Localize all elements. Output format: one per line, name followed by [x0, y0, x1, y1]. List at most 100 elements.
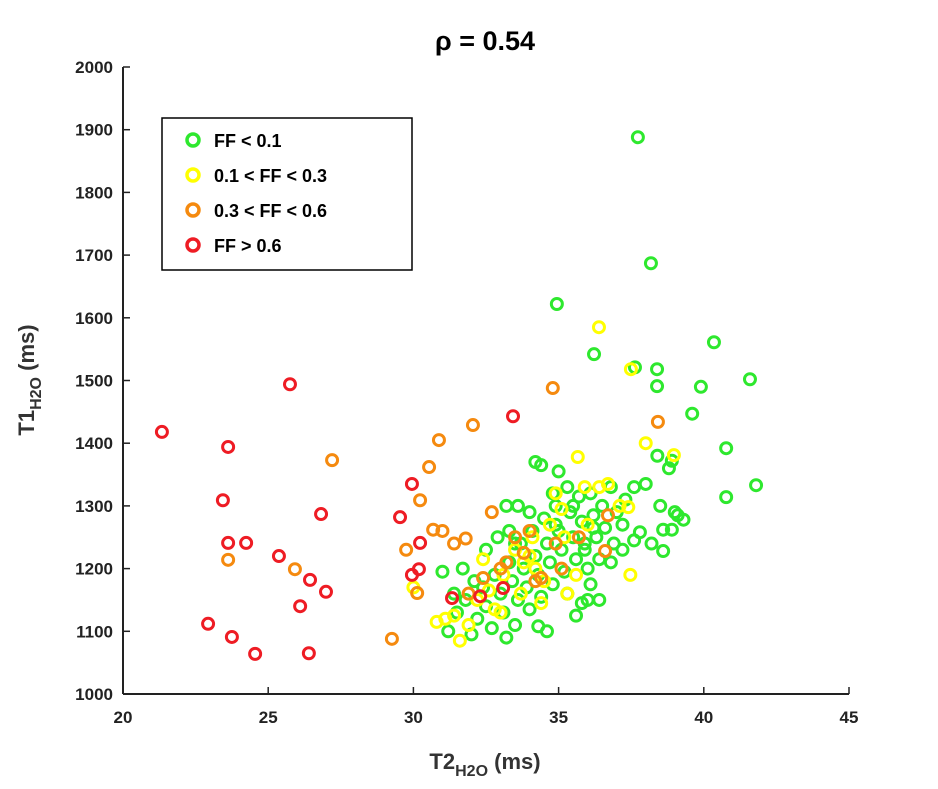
data-point: [399, 542, 414, 557]
y-tick-label: 2000: [75, 58, 113, 77]
data-point: [545, 381, 560, 396]
data-point: [623, 567, 638, 582]
legend-label: 0.3 < FF < 0.6: [214, 201, 327, 221]
data-point: [449, 605, 464, 620]
data-point: [393, 510, 408, 525]
y-ticks: 1000 1100 1200 1300 1400 1500 1600 1700 1800 1900…: [75, 58, 130, 704]
data-point: [404, 476, 419, 491]
data-point: [537, 574, 552, 589]
data-point: [499, 630, 514, 645]
data-point: [282, 377, 297, 392]
data-point: [201, 616, 216, 631]
data-point: [516, 545, 531, 560]
data-point: [664, 522, 679, 537]
data-point: [508, 536, 523, 551]
y-axis-label-unit: (ms): [14, 324, 39, 377]
data-point: [650, 448, 665, 463]
data-point: [303, 572, 318, 587]
data-point: [542, 555, 557, 570]
data-point: [569, 552, 584, 567]
data-point: [539, 624, 554, 639]
x-tick-label: 40: [694, 708, 713, 727]
y-tick-label: 1900: [75, 121, 113, 140]
data-point: [422, 460, 437, 475]
data-point: [615, 517, 630, 532]
y-tick-label: 1500: [75, 372, 113, 391]
data-point: [592, 480, 607, 495]
data-point: [548, 486, 563, 501]
data-point: [623, 362, 638, 377]
legend-label: FF < 0.1: [214, 131, 282, 151]
data-point: [476, 571, 491, 586]
data-point: [452, 633, 467, 648]
data-point: [215, 493, 230, 508]
data-point: [551, 464, 566, 479]
data-point: [301, 646, 316, 661]
x-axis-label: T2H2O (ms): [429, 749, 540, 780]
data-point: [706, 335, 721, 350]
data-point: [522, 523, 537, 538]
legend-marker: [185, 132, 201, 148]
data-point: [549, 297, 564, 312]
data-point: [490, 530, 505, 545]
data-point: [749, 478, 764, 493]
y-tick-label: 1600: [75, 309, 113, 328]
data-point: [598, 544, 613, 559]
data-point: [571, 530, 586, 545]
data-point: [496, 581, 511, 596]
series-3: [154, 377, 521, 661]
data-point: [508, 618, 523, 633]
y-tick-label: 1300: [75, 497, 113, 516]
data-point: [577, 542, 592, 557]
data-point: [505, 574, 520, 589]
data-point: [661, 461, 676, 476]
data-point: [653, 498, 668, 513]
y-tick-label: 1000: [75, 685, 113, 704]
data-point: [560, 480, 575, 495]
data-point: [574, 596, 589, 611]
data-point: [447, 608, 462, 623]
data-point: [384, 631, 399, 646]
data-point: [465, 418, 480, 433]
data-point: [314, 507, 329, 522]
data-point: [435, 564, 450, 579]
data-point: [534, 571, 549, 586]
data-point: [650, 362, 665, 377]
data-point: [548, 536, 563, 551]
data-point: [318, 584, 333, 599]
legend-marker: [185, 202, 201, 218]
data-point: [435, 523, 450, 538]
data-point: [513, 586, 528, 601]
legend: FF < 0.1 0.1 < FF < 0.3 0.3 < FF < 0.6 FF >…: [161, 117, 413, 271]
data-point: [580, 561, 595, 576]
data-point: [587, 347, 602, 362]
data-point: [627, 480, 642, 495]
data-point: [447, 536, 462, 551]
data-point: [638, 436, 653, 451]
data-point: [560, 586, 575, 601]
data-point: [539, 536, 554, 551]
data-point: [650, 414, 665, 429]
data-point: [224, 629, 239, 644]
data-point: [506, 409, 521, 424]
data-point: [554, 502, 569, 517]
data-point: [239, 535, 254, 550]
data-point: [426, 522, 441, 537]
data-point: [221, 535, 236, 550]
y-axis-label-sub: H2O: [28, 377, 45, 410]
data-point: [154, 424, 169, 439]
x-tick-label: 30: [404, 708, 423, 727]
data-point: [522, 602, 537, 617]
data-point: [221, 439, 236, 454]
y-axis-label: T1H2O (ms): [14, 324, 45, 435]
data-point: [534, 458, 549, 473]
data-point: [656, 544, 671, 559]
data-point: [600, 508, 615, 523]
data-point: [606, 536, 621, 551]
data-point: [627, 533, 642, 548]
x-tick-label: 20: [114, 708, 133, 727]
data-point: [458, 531, 473, 546]
data-point: [566, 530, 581, 545]
data-point: [293, 599, 308, 614]
